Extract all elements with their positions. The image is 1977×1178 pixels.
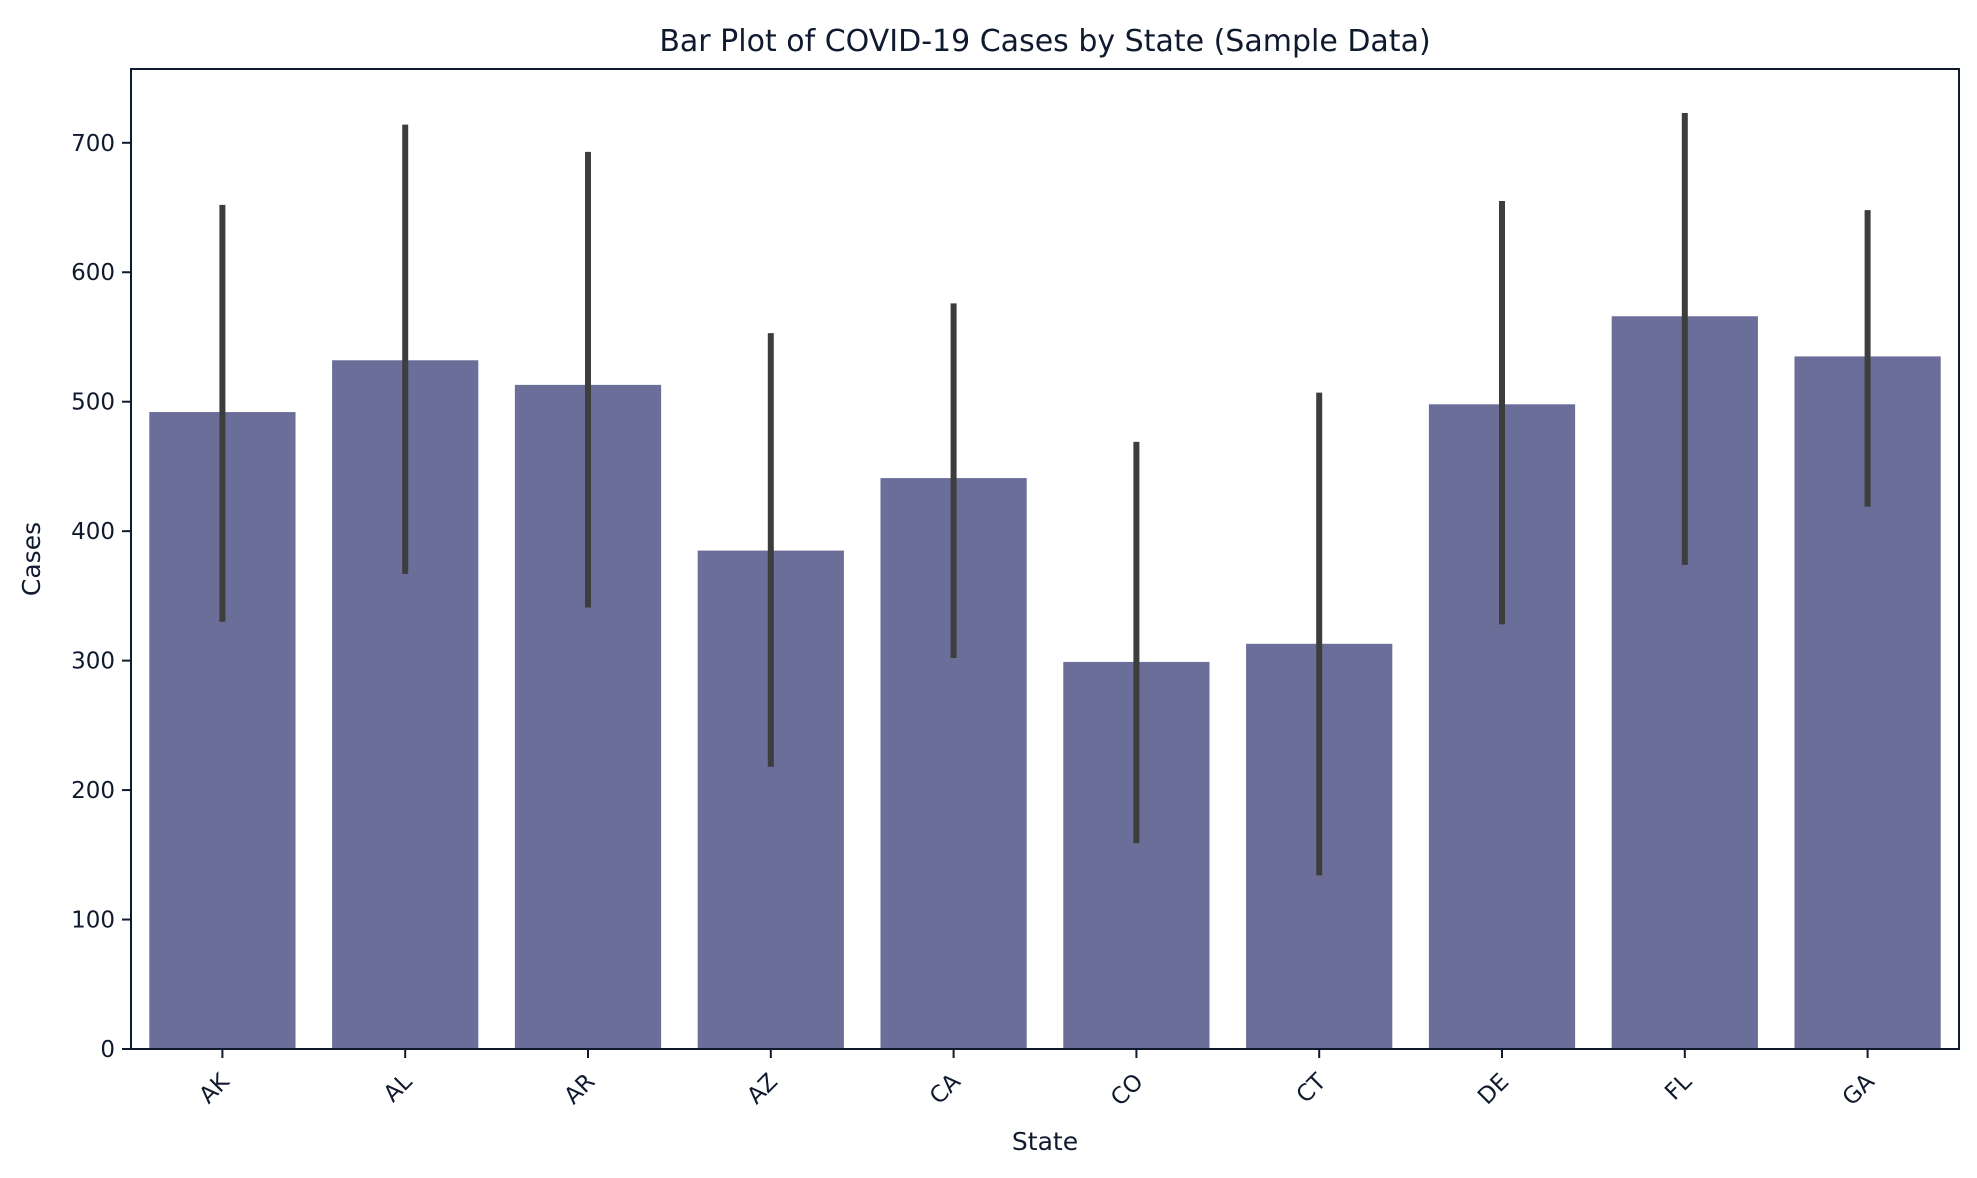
y-axis-label: Cases bbox=[17, 522, 46, 596]
y-axis: 0 100 200 300 400 500 600 700 bbox=[71, 131, 131, 1063]
x-tick-label-az: AZ bbox=[742, 1069, 783, 1110]
x-axis: AK AL AR AZ CA CO CT DE FL GA bbox=[194, 1049, 1880, 1111]
x-tick-label-al: AL bbox=[379, 1069, 418, 1108]
y-tick-label-600: 600 bbox=[71, 260, 115, 286]
y-tick-label-100: 100 bbox=[71, 908, 115, 934]
x-tick-label-ct: CT bbox=[1292, 1068, 1332, 1108]
y-tick-label-700: 700 bbox=[71, 131, 115, 157]
plot-frame bbox=[130, 68, 1960, 1050]
y-tick-label-300: 300 bbox=[71, 649, 115, 675]
y-tick-label-200: 200 bbox=[71, 778, 115, 804]
y-tick-label-400: 400 bbox=[71, 519, 115, 545]
bars-group bbox=[149, 316, 1941, 1050]
error-bars-group bbox=[219, 113, 1871, 876]
y-tick-label-500: 500 bbox=[71, 390, 115, 416]
y-tick-label-0: 0 bbox=[100, 1037, 115, 1063]
x-tick-label-fl: FL bbox=[1660, 1069, 1697, 1106]
x-tick-label-ga: GA bbox=[1838, 1069, 1880, 1111]
x-tick-label-de: DE bbox=[1473, 1069, 1514, 1110]
x-axis-label: State bbox=[1012, 1127, 1078, 1156]
x-tick-label-ca: CA bbox=[925, 1069, 966, 1110]
x-tick-label-ak: AK bbox=[194, 1068, 235, 1109]
chart-title: Bar Plot of COVID-19 Cases by State (Sam… bbox=[659, 24, 1430, 59]
x-tick-label-co: CO bbox=[1106, 1069, 1149, 1112]
x-tick-label-ar: AR bbox=[559, 1069, 600, 1110]
